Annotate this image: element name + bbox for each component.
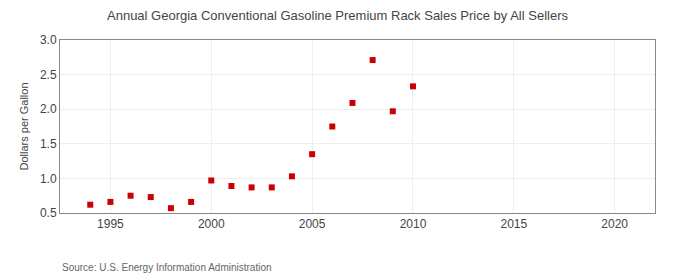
svg-text:2.5: 2.5 [40,68,57,82]
svg-text:2005: 2005 [299,217,326,231]
svg-text:Source: U.S. Energy Informatio: Source: U.S. Energy Information Administ… [62,262,272,273]
svg-text:2010: 2010 [400,217,427,231]
svg-text:1.0: 1.0 [40,172,57,186]
svg-text:2015: 2015 [500,217,527,231]
svg-text:2.0: 2.0 [40,102,57,116]
svg-text:Dollars per Gallon: Dollars per Gallon [18,82,30,170]
svg-text:2000: 2000 [198,217,225,231]
svg-text:Annual Georgia Conventional Ga: Annual Georgia Conventional Gasoline Pre… [107,8,568,23]
svg-text:1.5: 1.5 [40,137,57,151]
svg-text:3.0: 3.0 [40,33,57,47]
svg-text:2020: 2020 [601,217,628,231]
svg-text:1995: 1995 [97,217,124,231]
svg-text:0.5: 0.5 [40,206,57,220]
